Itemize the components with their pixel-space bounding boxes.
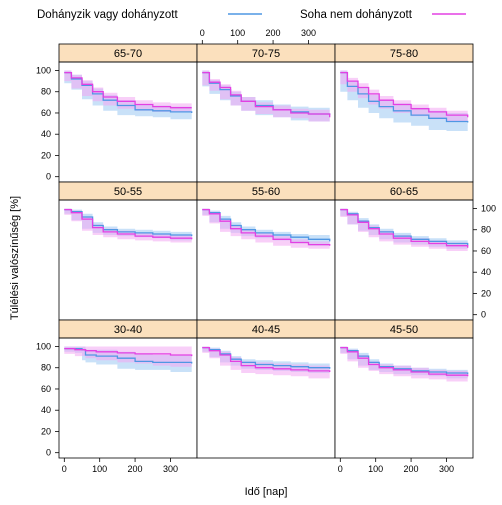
y-tick-label: 40 bbox=[41, 405, 51, 415]
survival-line-smoker bbox=[340, 346, 469, 375]
panel-40-45: 40-45 bbox=[196, 319, 336, 459]
y-axis-title: Túlélési valószínűség [%] bbox=[9, 196, 21, 320]
y-tick-label: 100 bbox=[36, 65, 51, 75]
survival-line-never bbox=[340, 71, 469, 118]
legend-label-never: Soha nem dohányzott bbox=[300, 9, 413, 21]
strip-label: 70-75 bbox=[252, 48, 280, 60]
panel-data bbox=[64, 346, 193, 372]
survival-line-smoker bbox=[202, 346, 331, 369]
y-tick-label: 100 bbox=[36, 341, 51, 351]
panel-55-60: 55-60 bbox=[196, 181, 336, 321]
panel-data bbox=[202, 70, 331, 122]
y-tick-label: 20 bbox=[41, 426, 51, 436]
x-tick-label: 100 bbox=[92, 464, 107, 474]
strip-label: 55-60 bbox=[252, 186, 280, 198]
panel-50-55: 50-55 bbox=[58, 181, 198, 321]
y-tick-label: 80 bbox=[481, 225, 491, 235]
strip-label: 30-40 bbox=[114, 324, 142, 336]
ci-band-never bbox=[340, 208, 468, 251]
panel-border bbox=[334, 337, 474, 459]
y-tick-label: 40 bbox=[41, 129, 51, 139]
panel-70-75: 70-75 bbox=[196, 43, 336, 183]
panel-75-80: 75-80 bbox=[334, 43, 474, 183]
survival-line-smoker bbox=[340, 208, 469, 246]
x-axis-title: Idő [nap] bbox=[245, 486, 288, 498]
ci-band-never bbox=[340, 70, 468, 122]
survival-line-never bbox=[202, 71, 331, 118]
x-tick-label: 0 bbox=[62, 464, 67, 474]
legend-label-smoker: Dohányzik vagy dohányzott bbox=[37, 9, 178, 21]
ci-band-never bbox=[202, 70, 330, 122]
y-tick-label: 0 bbox=[46, 448, 51, 458]
panel-data bbox=[202, 346, 331, 379]
panel-data bbox=[64, 70, 193, 120]
x-tick-label-top: 300 bbox=[301, 28, 316, 38]
y-tick-label: 20 bbox=[481, 288, 491, 298]
x-tick-label-top: 100 bbox=[230, 28, 245, 38]
survival-line-smoker bbox=[64, 208, 193, 237]
survival-line-smoker bbox=[202, 208, 331, 242]
y-tick-label: 60 bbox=[481, 246, 491, 256]
panel-data bbox=[64, 208, 193, 243]
strip-label: 40-45 bbox=[252, 324, 280, 336]
panel-45-50: 45-50 bbox=[334, 319, 474, 459]
survival-line-never bbox=[64, 347, 193, 357]
y-tick-label: 0 bbox=[481, 310, 486, 320]
strip-label: 75-80 bbox=[390, 48, 418, 60]
y-tick-label: 60 bbox=[41, 384, 51, 394]
y-tick-label: 0 bbox=[46, 172, 51, 182]
ci-band-smoker bbox=[202, 208, 330, 246]
survival-line-never bbox=[64, 208, 193, 240]
x-tick-label-top: 0 bbox=[200, 28, 205, 38]
survival-line-never bbox=[340, 346, 469, 377]
y-tick-label: 100 bbox=[481, 203, 496, 213]
ci-band-never bbox=[340, 346, 468, 382]
survival-line-never bbox=[64, 71, 192, 109]
axes: 0 20 40 60 80 100 0 20 40 60 80 100 0 20 40 60 80 100 0 100… bbox=[36, 28, 496, 474]
y-tick-label: 80 bbox=[41, 363, 51, 373]
strip-label: 65-70 bbox=[114, 48, 142, 60]
strip-label: 60-65 bbox=[390, 186, 418, 198]
panel-data bbox=[340, 70, 469, 131]
x-tick-label: 200 bbox=[128, 464, 143, 474]
x-tick-label: 200 bbox=[404, 464, 419, 474]
x-tick-label: 0 bbox=[338, 464, 343, 474]
panel-grid: 65-70 70-75 75-80 50-55 55-60 60-65 30-40 40-45… bbox=[58, 43, 474, 459]
y-tick-label: 40 bbox=[481, 267, 491, 277]
x-tick-label: 300 bbox=[439, 464, 454, 474]
y-tick-label: 60 bbox=[41, 108, 51, 118]
y-tick-label: 80 bbox=[41, 87, 51, 97]
x-tick-label: 300 bbox=[163, 464, 178, 474]
legend: Dohányzik vagy dohányzott Soha nem dohán… bbox=[37, 9, 466, 21]
panel-data bbox=[340, 208, 469, 251]
ci-band-smoker bbox=[340, 208, 468, 249]
panel-data bbox=[340, 346, 469, 382]
y-tick-label: 20 bbox=[41, 150, 51, 160]
strip-label: 50-55 bbox=[114, 186, 142, 198]
strip-label: 45-50 bbox=[390, 324, 418, 336]
panel-data bbox=[202, 208, 331, 249]
x-tick-label: 100 bbox=[368, 464, 383, 474]
panel-30-40: 30-40 bbox=[58, 319, 198, 459]
panel-65-70: 65-70 bbox=[58, 43, 198, 183]
x-tick-label-top: 200 bbox=[266, 28, 281, 38]
panel-60-65: 60-65 bbox=[334, 181, 474, 321]
survival-line-never bbox=[202, 346, 331, 372]
survival-line-never bbox=[202, 208, 331, 246]
survival-line-never bbox=[340, 208, 469, 248]
